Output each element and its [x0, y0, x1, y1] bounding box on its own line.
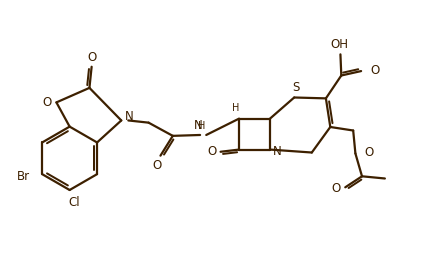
Text: O: O — [42, 96, 51, 109]
Text: Cl: Cl — [68, 196, 80, 209]
Text: N: N — [273, 145, 282, 158]
Text: N: N — [194, 119, 202, 132]
Text: H: H — [232, 104, 240, 114]
Text: N: N — [125, 111, 134, 124]
Text: O: O — [331, 182, 340, 195]
Text: Br: Br — [17, 170, 30, 183]
Text: O: O — [371, 64, 380, 77]
Text: S: S — [292, 81, 299, 94]
Text: O: O — [152, 159, 162, 172]
Text: O: O — [364, 146, 373, 159]
Text: O: O — [207, 145, 216, 158]
Text: H: H — [198, 121, 205, 131]
Text: OH: OH — [330, 38, 349, 51]
Text: O: O — [87, 52, 96, 65]
